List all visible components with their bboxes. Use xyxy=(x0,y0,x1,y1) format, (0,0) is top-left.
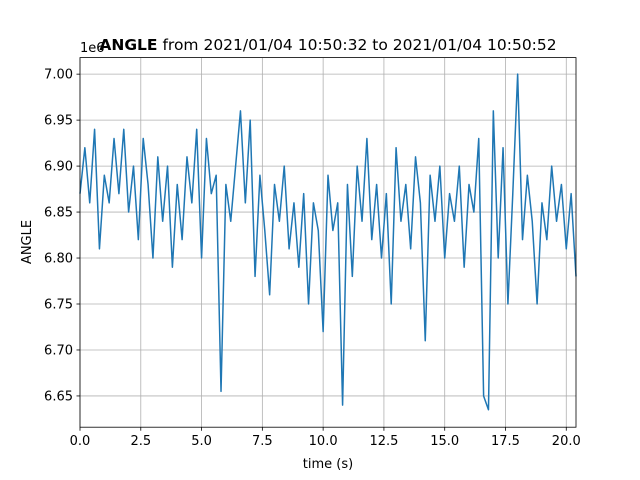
y-tick-label: 7.00 xyxy=(44,68,73,83)
x-tick-label: 20.0 xyxy=(552,434,581,449)
x-tick-label: 0.0 xyxy=(70,434,91,449)
x-tick-label: 17.5 xyxy=(491,434,520,449)
plot-frame xyxy=(79,57,577,428)
x-tick-label: 7.5 xyxy=(252,434,273,449)
chart-title: ANGLE from 2021/01/04 10:50:32 to 2021/0… xyxy=(99,36,556,54)
title-bold: ANGLE xyxy=(99,36,157,54)
offset-label: 1e6 xyxy=(80,41,105,56)
y-tick-label: 6.80 xyxy=(44,252,73,267)
y-tick-label: 6.65 xyxy=(44,389,73,404)
x-axis-label: time (s) xyxy=(303,457,353,472)
x-tick-label: 10.0 xyxy=(309,434,338,449)
y-tick-label: 6.75 xyxy=(44,298,73,313)
y-tick-label: 6.70 xyxy=(44,343,73,358)
y-tick-label: 6.95 xyxy=(44,114,73,129)
y-tick-label: 6.90 xyxy=(44,160,73,175)
y-axis-label: ANGLE xyxy=(20,220,35,264)
x-tick-label: 12.5 xyxy=(369,434,398,449)
title-rest: from 2021/01/04 10:50:32 to 2021/01/04 1… xyxy=(162,36,556,54)
y-tick-label: 6.85 xyxy=(44,206,73,221)
data-line xyxy=(79,73,577,411)
x-tick-label: 15.0 xyxy=(430,434,459,449)
x-tick-label: 5.0 xyxy=(191,434,212,449)
x-tick-label: 2.5 xyxy=(130,434,151,449)
